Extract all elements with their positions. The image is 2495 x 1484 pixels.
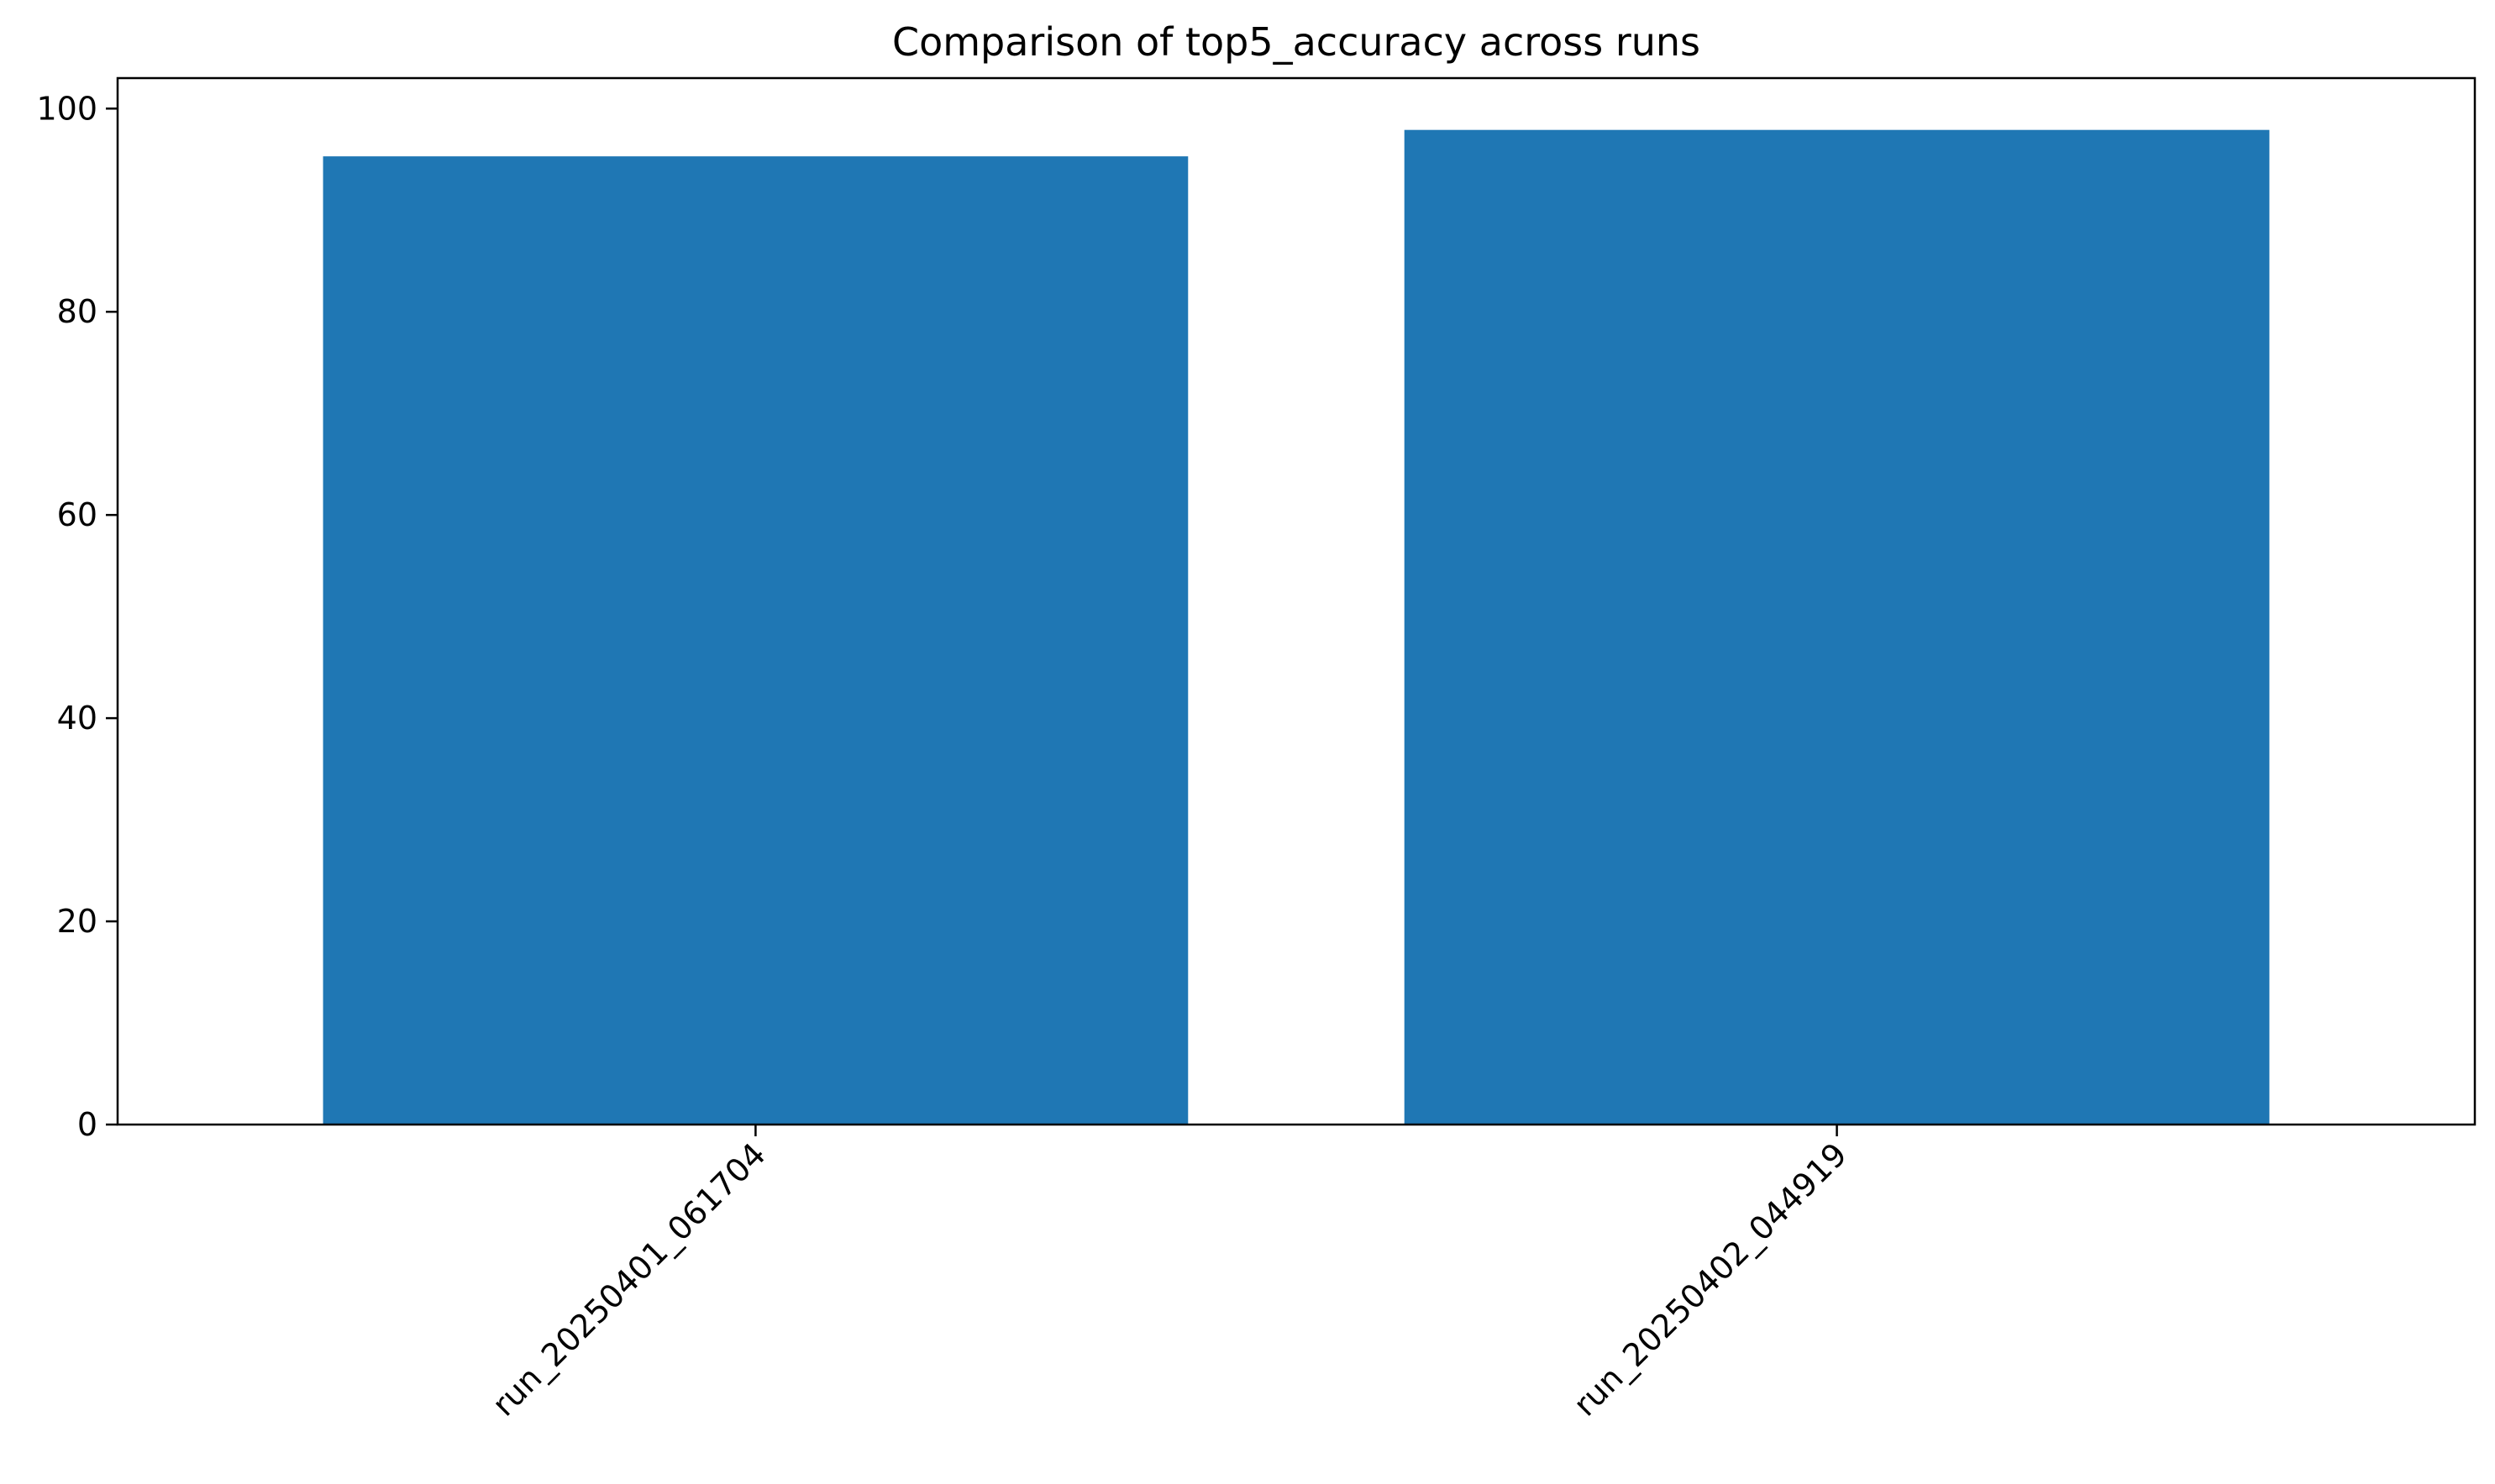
y-tick-label: 100 bbox=[36, 90, 97, 127]
y-tick-label: 0 bbox=[77, 1106, 97, 1143]
bar-run_20250401_061704 bbox=[323, 156, 1189, 1125]
y-tick-label: 80 bbox=[57, 293, 97, 330]
y-axis-ticks: 0 20 40 60 80 100 bbox=[36, 90, 118, 1143]
y-tick-label: 40 bbox=[57, 700, 97, 737]
chart-title: Comparison of top5_accuracy across runs bbox=[892, 19, 1700, 65]
bars-group bbox=[323, 129, 2270, 1125]
y-tick-label: 20 bbox=[57, 903, 97, 940]
bar-run_20250402_044919 bbox=[1404, 129, 2270, 1125]
y-tick-label: 60 bbox=[57, 496, 97, 533]
plot-area-frame bbox=[116, 76, 2477, 1126]
